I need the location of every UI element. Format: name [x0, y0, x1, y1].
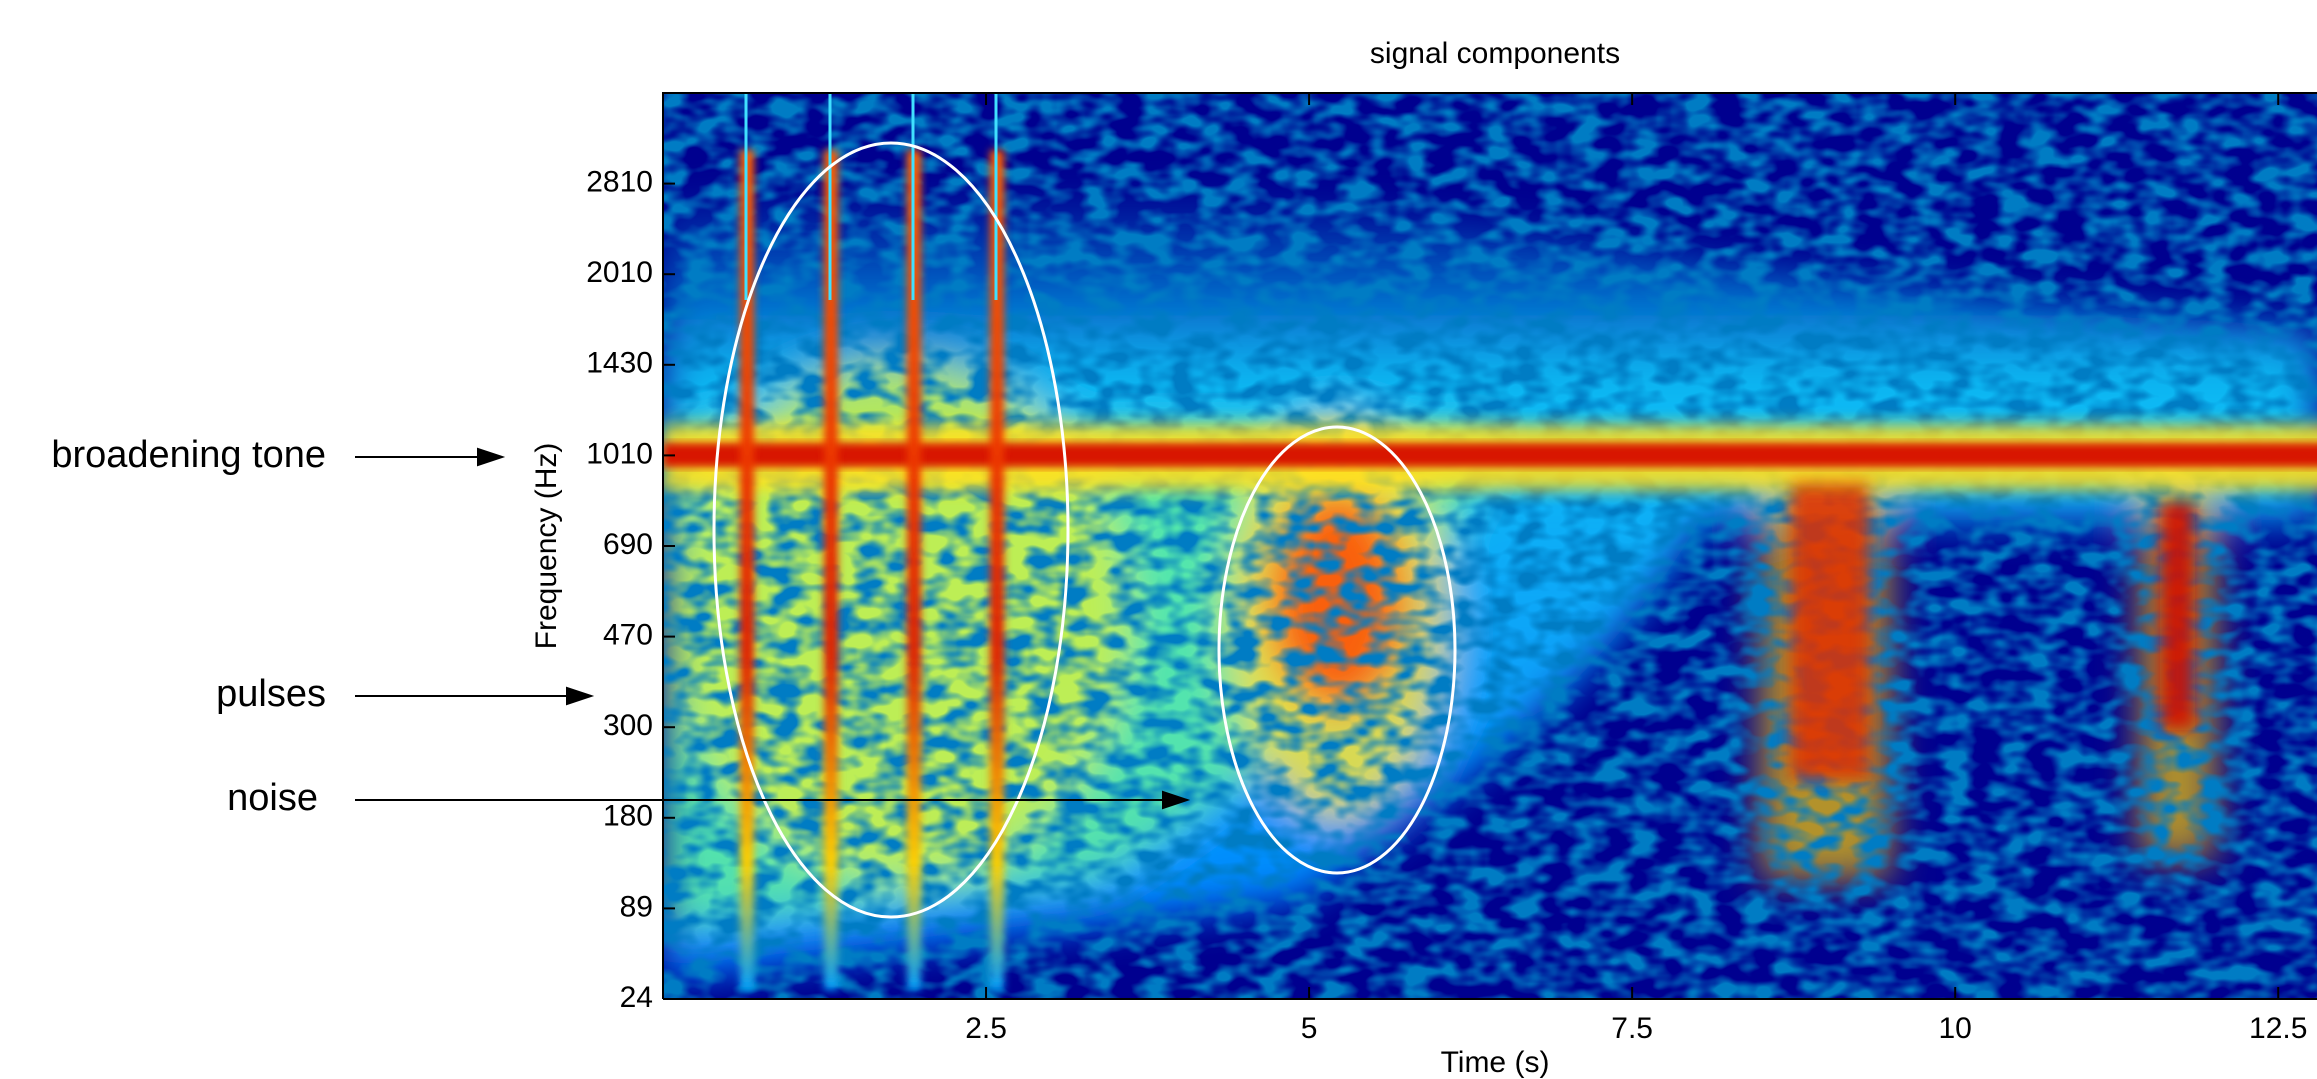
x-tick-label: 2.5	[965, 1012, 1007, 1045]
spectrogram-image	[663, 93, 2317, 999]
y-tick-label: 2810	[586, 166, 653, 199]
y-tick-label: 300	[603, 709, 653, 742]
highlight-ellipse	[712, 141, 1070, 919]
x-tick-label: 7.5	[1611, 1012, 1653, 1045]
x-tick-label: 5	[1301, 1012, 1318, 1045]
y-tick-label: 470	[603, 619, 653, 652]
y-tick-label: 690	[603, 528, 653, 561]
x-axis-label: Time (s)	[1441, 1046, 1550, 1079]
x-tick-label: 10	[1939, 1012, 1972, 1045]
x-tick-label: 12.5	[2249, 1012, 2307, 1045]
annotation: pulses	[216, 673, 326, 715]
chart-title: signal components	[1370, 37, 1620, 70]
y-axis-label: Frequency (Hz)	[530, 443, 563, 650]
y-tick-label: 1430	[586, 347, 653, 380]
annotation: broadening tone	[51, 434, 326, 476]
y-tick-label: 24	[620, 981, 653, 1014]
y-tick-label: 180	[603, 800, 653, 833]
arrows	[355, 447, 1191, 810]
y-tick-label: 2010	[586, 256, 653, 289]
annotation: noise	[227, 777, 318, 819]
y-tick-label: 1010	[586, 437, 653, 470]
plot-frame	[662, 92, 2317, 999]
highlight-ellipse	[1217, 425, 1457, 875]
y-tick-label: 89	[620, 890, 653, 923]
